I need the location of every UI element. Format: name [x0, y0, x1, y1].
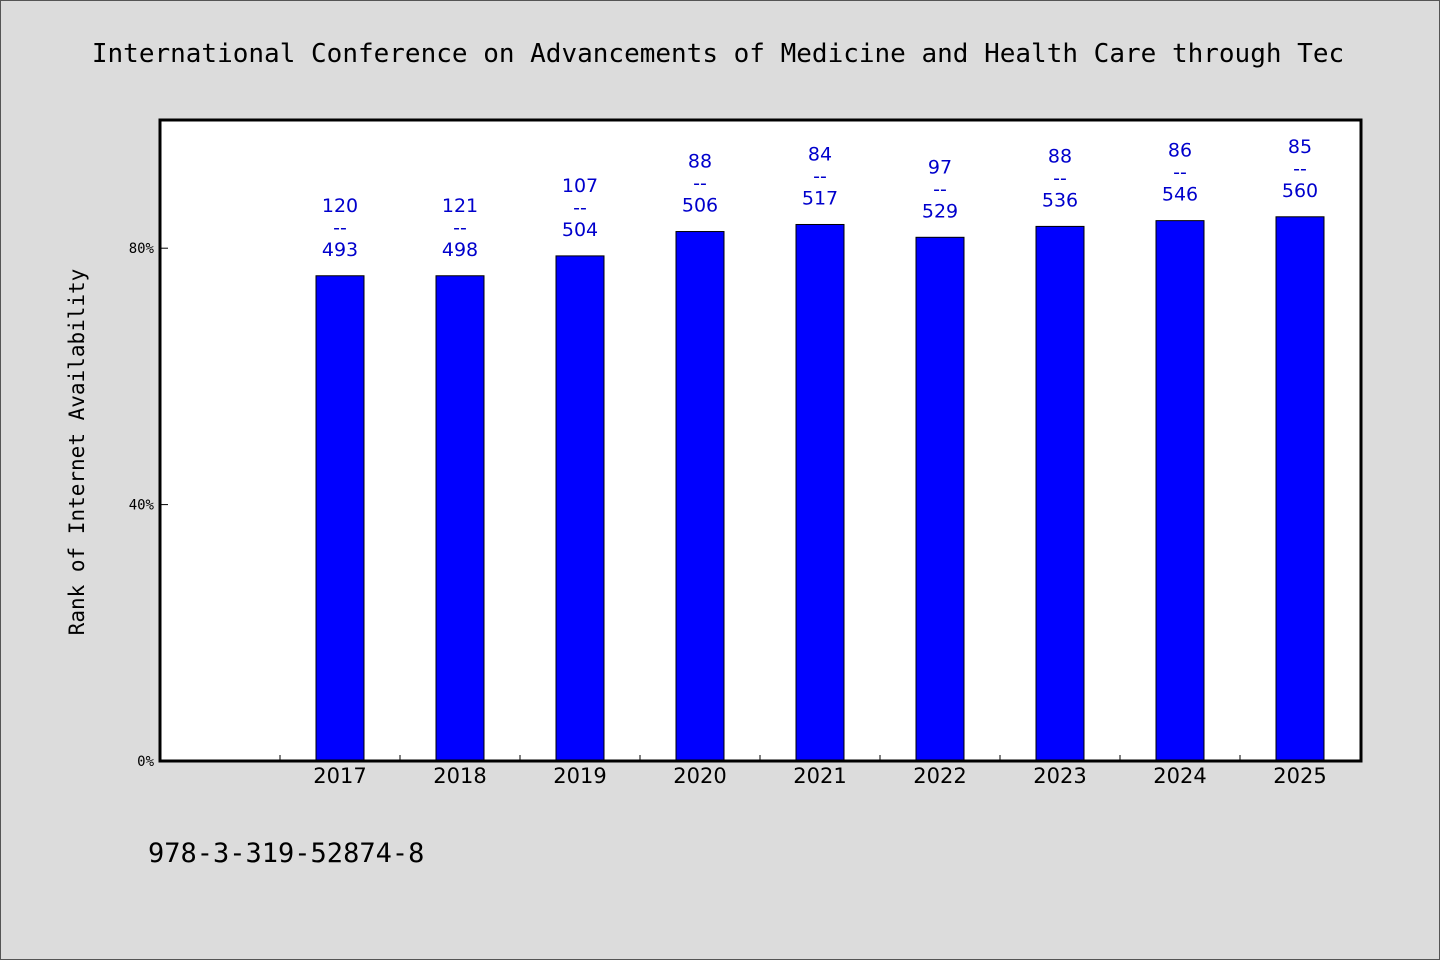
data-label-2023-line-2: -- — [1053, 167, 1067, 189]
x-tick-label-2019: 2019 — [553, 764, 606, 788]
data-label-2024-line-3: 546 — [1162, 184, 1198, 206]
bar-2020 — [675, 231, 725, 762]
plot-border — [158, 118, 1363, 763]
y-tick-label-80: 80% — [129, 241, 155, 257]
data-label-2018-line-3: 498 — [442, 239, 478, 261]
data-label-2025-line-3: 560 — [1282, 180, 1318, 202]
y-tick-label-0: 0% — [137, 754, 154, 770]
bar-2018 — [435, 275, 485, 762]
y-axis-label: Rank of Internet Availability — [65, 269, 89, 636]
x-axis-ticks: 2017 2018 2019 2020 2021 2022 2023 2024 2025 — [279, 755, 1361, 788]
chart-title: International Conference on Advancements… — [92, 39, 1344, 69]
data-label-2024-line-2: -- — [1173, 162, 1187, 184]
data-label-2021-line-2: -- — [813, 165, 827, 187]
data-label-2022-line-1: 97 — [928, 156, 952, 178]
isbn-footer: 978-3-319-52874-8 — [148, 838, 424, 869]
x-tick-label-2025: 2025 — [1273, 764, 1326, 788]
y-tick-label-40: 40% — [129, 498, 155, 514]
data-label-2022-line-3: 529 — [922, 200, 958, 222]
data-label-2018-line-1: 121 — [442, 195, 478, 217]
data-labels-group: 120--493121--498107--50488--50684--51797… — [322, 136, 1318, 261]
x-tick-label-2023: 2023 — [1033, 764, 1086, 788]
data-label-2023-line-3: 536 — [1042, 189, 1078, 211]
data-label-2017-line-2: -- — [333, 217, 347, 239]
bar-2019 — [555, 255, 605, 762]
data-label-2023-line-1: 88 — [1048, 145, 1072, 167]
bar-2022 — [915, 236, 965, 762]
data-label-2020-line-1: 88 — [688, 151, 712, 173]
data-label-2020-line-3: 506 — [682, 195, 718, 217]
data-label-2024-line-1: 86 — [1168, 140, 1192, 162]
x-tick-label-2020: 2020 — [673, 764, 726, 788]
bar-2021 — [795, 223, 845, 762]
data-label-2017-line-3: 493 — [322, 239, 358, 261]
data-label-2021-line-3: 517 — [802, 187, 838, 209]
bar-2024 — [1155, 220, 1205, 762]
bars-group — [315, 216, 1325, 762]
data-label-2017-line-1: 120 — [322, 195, 358, 217]
x-tick-label-2022: 2022 — [913, 764, 966, 788]
data-label-2025-line-2: -- — [1293, 158, 1307, 180]
data-label-2019-line-2: -- — [573, 197, 587, 219]
x-tick-label-2021: 2021 — [793, 764, 846, 788]
data-label-2022-line-2: -- — [933, 178, 947, 200]
bar-2025 — [1275, 216, 1325, 762]
x-tick-label-2024: 2024 — [1153, 764, 1206, 788]
bar-2023 — [1035, 225, 1085, 762]
bar-2017 — [315, 275, 365, 762]
data-label-2021-line-1: 84 — [808, 143, 832, 165]
data-label-2019-line-1: 107 — [562, 175, 598, 197]
x-tick-label-2018: 2018 — [433, 764, 486, 788]
data-label-2018-line-2: -- — [453, 217, 467, 239]
data-label-2019-line-3: 504 — [562, 219, 598, 241]
x-tick-label-2017: 2017 — [313, 764, 366, 788]
data-label-2025-line-1: 85 — [1288, 136, 1312, 158]
data-label-2020-line-2: -- — [693, 173, 707, 195]
